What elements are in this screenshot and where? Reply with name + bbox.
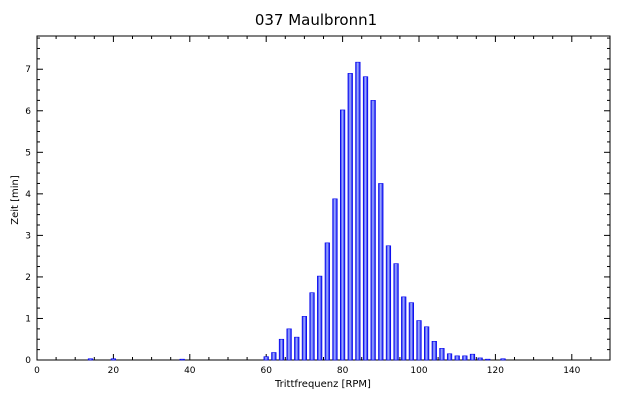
y-tick-label: 0 bbox=[25, 356, 31, 366]
bar bbox=[393, 263, 399, 361]
bar bbox=[416, 320, 422, 361]
bar bbox=[454, 355, 460, 361]
bar bbox=[408, 302, 414, 361]
bar bbox=[431, 341, 437, 361]
x-tick-label: 40 bbox=[184, 366, 196, 376]
bar bbox=[301, 316, 308, 361]
bar bbox=[462, 355, 468, 361]
bar bbox=[179, 358, 185, 361]
bar bbox=[347, 73, 353, 361]
bar bbox=[317, 275, 323, 361]
x-tick-label: 100 bbox=[410, 366, 427, 376]
bar bbox=[278, 338, 285, 361]
x-tick-label: 80 bbox=[337, 366, 349, 376]
bar bbox=[370, 100, 376, 361]
bar bbox=[446, 353, 453, 361]
y-axis-ticks bbox=[37, 37, 610, 361]
x-tick-label: 20 bbox=[108, 366, 120, 376]
y-tick-label: 7 bbox=[25, 65, 31, 75]
chart-title: 037 Maulbronn1 bbox=[255, 11, 377, 29]
bar bbox=[439, 348, 445, 361]
bar-series bbox=[87, 61, 506, 361]
bar bbox=[401, 296, 407, 361]
bar bbox=[485, 358, 491, 361]
bar bbox=[87, 358, 94, 361]
bar bbox=[385, 245, 392, 361]
y-tick-label: 1 bbox=[25, 314, 31, 324]
bar bbox=[424, 326, 430, 361]
x-tick-label: 140 bbox=[563, 366, 580, 376]
bar bbox=[271, 352, 277, 361]
y-tick-label: 2 bbox=[25, 273, 31, 283]
bar bbox=[332, 198, 338, 361]
y-tick-label: 3 bbox=[25, 231, 31, 241]
x-tick-label: 60 bbox=[260, 366, 272, 376]
x-tick-label: 120 bbox=[487, 366, 504, 376]
y-tick-label: 4 bbox=[25, 190, 31, 200]
y-tick-label: 5 bbox=[25, 148, 31, 158]
x-axis-tick-labels: 0 20 40 60 80 100 120 140 bbox=[34, 366, 581, 376]
bar bbox=[362, 76, 369, 361]
y-axis-tick-labels: 0 1 2 3 4 5 6 7 bbox=[25, 65, 31, 366]
bar bbox=[500, 358, 506, 361]
plot-area-frame bbox=[36, 35, 611, 361]
x-axis-label: Trittfrequenz [RPM] bbox=[274, 379, 371, 390]
y-tick-label: 6 bbox=[25, 107, 31, 117]
bar bbox=[477, 357, 483, 361]
bar bbox=[469, 353, 476, 361]
bar bbox=[378, 183, 384, 361]
x-tick-label: 0 bbox=[34, 366, 40, 376]
bar bbox=[110, 358, 116, 361]
bar bbox=[286, 328, 292, 361]
bar bbox=[324, 242, 330, 361]
bar bbox=[355, 61, 361, 361]
bar bbox=[294, 336, 300, 361]
y-axis-label: Zeit [min] bbox=[10, 175, 21, 225]
bar bbox=[263, 356, 269, 361]
x-axis-ticks bbox=[36, 36, 611, 360]
bar bbox=[339, 109, 346, 361]
bar bbox=[309, 292, 315, 361]
